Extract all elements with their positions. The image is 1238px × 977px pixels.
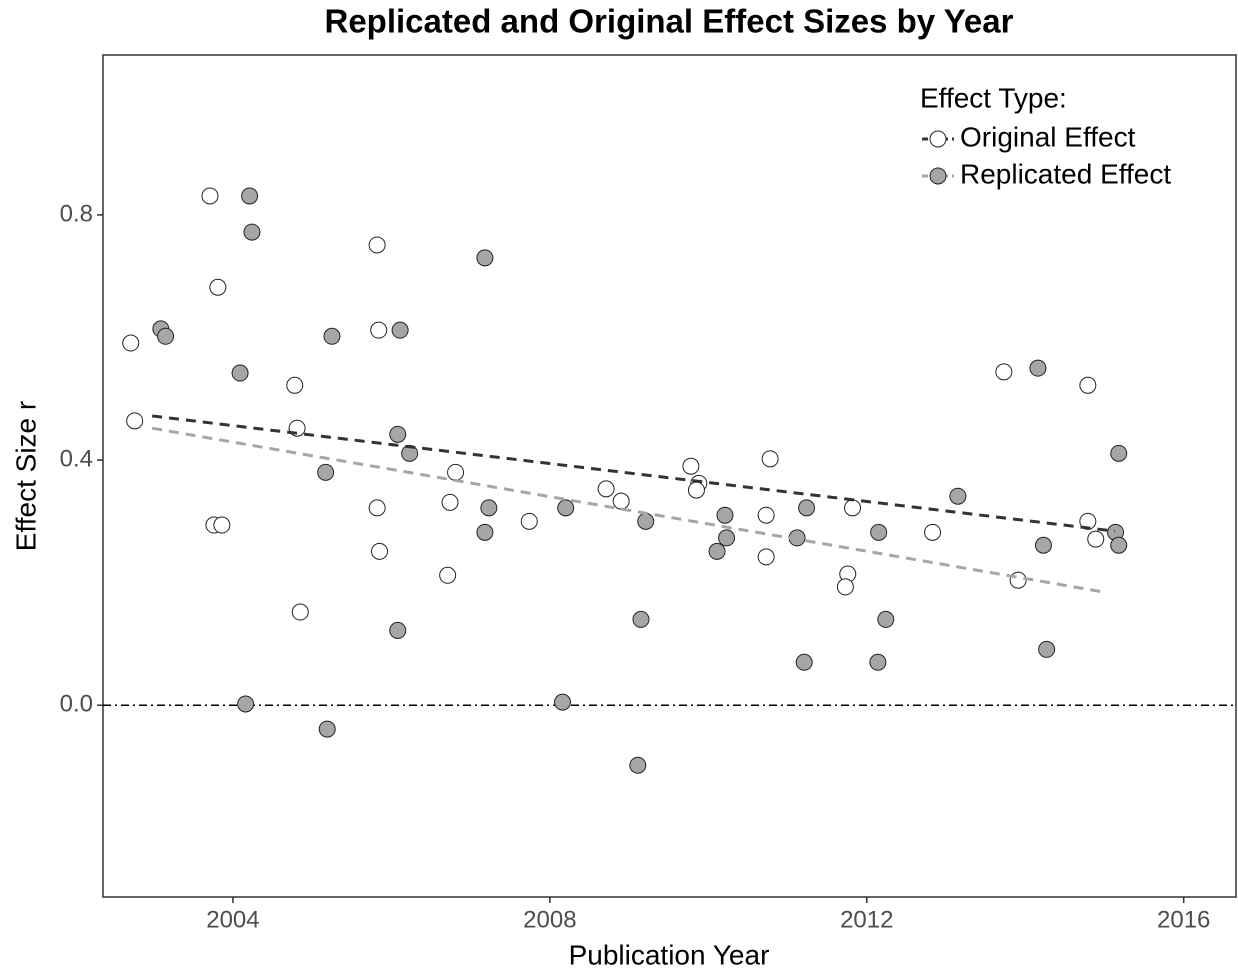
- legend-title: Effect Type:: [920, 82, 1067, 113]
- point: [1110, 444, 1128, 462]
- point: [368, 236, 386, 254]
- point: [480, 499, 498, 517]
- point: [370, 321, 388, 339]
- point: [632, 610, 650, 628]
- point: [637, 512, 655, 530]
- point: [716, 506, 734, 524]
- x-tick-label: 2004: [206, 906, 259, 933]
- point: [243, 223, 261, 241]
- point: [682, 457, 700, 475]
- point: [557, 499, 575, 517]
- point: [201, 187, 219, 205]
- y-tick-label: 0.4: [60, 445, 93, 472]
- point: [476, 523, 494, 541]
- trend-line: [151, 426, 1107, 594]
- y-axis-label: Effect Size r: [10, 401, 41, 551]
- point: [213, 516, 231, 534]
- point: [844, 499, 862, 517]
- point: [718, 529, 736, 547]
- legend-marker: [929, 130, 947, 148]
- point: [1034, 536, 1052, 554]
- point: [476, 249, 494, 267]
- point: [708, 542, 726, 560]
- plot-frame: [102, 54, 1237, 898]
- point: [870, 523, 888, 541]
- point: [318, 720, 336, 738]
- point: [122, 334, 140, 352]
- point: [554, 693, 572, 711]
- point: [439, 566, 457, 584]
- point: [629, 756, 647, 774]
- point: [869, 653, 887, 671]
- point: [157, 327, 175, 345]
- point: [612, 492, 630, 510]
- point: [389, 425, 407, 443]
- trend-line: [151, 414, 1115, 533]
- point: [924, 523, 942, 541]
- point: [209, 278, 227, 296]
- x-axis-label: Publication Year: [569, 939, 770, 970]
- point: [1110, 536, 1128, 554]
- point: [757, 506, 775, 524]
- point: [371, 542, 389, 560]
- point: [241, 187, 259, 205]
- point: [1029, 359, 1047, 377]
- point: [291, 603, 309, 621]
- point: [368, 499, 386, 517]
- y-tick-label: 0.0: [60, 691, 93, 718]
- point: [286, 376, 304, 394]
- point: [836, 578, 854, 596]
- point: [323, 327, 341, 345]
- point: [391, 321, 409, 339]
- legend-label: Original Effect: [960, 121, 1136, 152]
- point: [761, 450, 779, 468]
- legend-marker: [929, 167, 947, 185]
- point: [995, 363, 1013, 381]
- point: [1009, 571, 1027, 589]
- point: [447, 463, 465, 481]
- point: [441, 493, 459, 511]
- x-tick-label: 2012: [840, 906, 893, 933]
- point: [757, 548, 775, 566]
- point: [798, 499, 816, 517]
- legend-label: Replicated Effect: [960, 158, 1171, 189]
- point: [389, 621, 407, 639]
- x-tick-label: 2016: [1157, 906, 1210, 933]
- point: [520, 512, 538, 530]
- point: [126, 412, 144, 430]
- point: [237, 695, 255, 713]
- x-tick-label: 2008: [523, 906, 576, 933]
- point: [1087, 530, 1105, 548]
- point: [1038, 640, 1056, 658]
- point: [687, 481, 705, 499]
- y-tick-label: 0.8: [60, 200, 93, 227]
- point: [597, 480, 615, 498]
- point: [317, 463, 335, 481]
- chart-title: Replicated and Original Effect Sizes by …: [325, 3, 1014, 40]
- point: [231, 364, 249, 382]
- point: [795, 653, 813, 671]
- point: [877, 610, 895, 628]
- point: [1079, 376, 1097, 394]
- point: [949, 487, 967, 505]
